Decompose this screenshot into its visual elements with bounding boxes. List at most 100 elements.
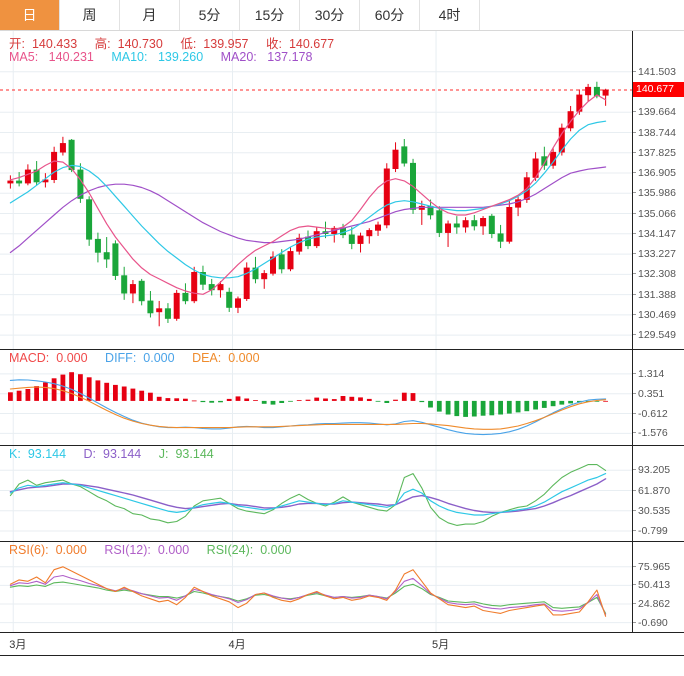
candle (138, 278, 145, 306)
candle (392, 142, 399, 173)
macd-histogram-bar (288, 400, 293, 402)
macd-histogram-bar (550, 400, 556, 407)
macd-axis-tick: -0.612 (633, 407, 668, 420)
candle (541, 146, 548, 170)
macd-histogram-bar (419, 400, 425, 403)
rsi-plot-area[interactable] (0, 542, 632, 632)
candle (86, 196, 93, 246)
macd-histogram-bar (603, 400, 608, 402)
candle (366, 228, 373, 244)
x-axis-tick-label: 3月 (9, 639, 27, 651)
candle (208, 278, 215, 296)
tab-day[interactable]: 日 (0, 0, 60, 30)
candle (226, 287, 233, 312)
macd-histogram-bar (191, 400, 197, 402)
candle (191, 266, 198, 304)
tab-5min[interactable]: 5分 (180, 0, 240, 30)
current-price-badge: 140.677 (633, 82, 684, 98)
candle (156, 300, 163, 327)
macd-histogram-bar (174, 398, 180, 401)
macd-plot-area[interactable] (0, 350, 632, 445)
macd-histogram-bar (524, 400, 530, 412)
kdj-axis-tick: 30.535 (632, 504, 671, 517)
candle (164, 303, 171, 323)
candle (16, 172, 23, 187)
candle (462, 217, 469, 233)
macd-histogram-bar (95, 380, 101, 401)
candle (103, 237, 110, 268)
macd-histogram-bar (463, 400, 468, 417)
tab-15min[interactable]: 15分 (240, 0, 300, 30)
tab-week[interactable]: 周 (60, 0, 120, 30)
candle (68, 139, 75, 173)
rsi24-line (9, 581, 607, 614)
macd-histogram-bar (296, 400, 302, 401)
macd-histogram-bar (121, 386, 127, 401)
kdj-k-line (9, 473, 607, 516)
macd-histogram-bar (130, 388, 136, 401)
macd-histogram-bar (244, 398, 250, 401)
candle (269, 251, 276, 276)
price-axis-tick: 135.066 (633, 207, 676, 220)
candle (497, 224, 504, 249)
macd-histogram-bar (165, 398, 171, 401)
macd-histogram-bar (480, 400, 486, 416)
price-axis-tick: 137.825 (633, 146, 676, 159)
rsi-panel: 75.965 50.413 24.862 -0.690 RSI(6): 0.000 RS… (0, 542, 684, 632)
candle (51, 146, 58, 184)
macd-histogram-bar (209, 400, 215, 403)
macd-axis: 1.314 0.351 -0.612 -1.576 (632, 350, 684, 445)
candle (296, 233, 303, 255)
kdj-plot-area[interactable] (0, 446, 632, 541)
candle (480, 216, 487, 235)
tab-30min[interactable]: 30分 (300, 0, 360, 30)
price-axis-tick: 133.227 (633, 248, 676, 261)
tab-4hour[interactable]: 4时 (420, 0, 480, 30)
macd-histogram-bar (235, 396, 241, 401)
candle (59, 136, 66, 156)
candle (567, 105, 574, 132)
macd-histogram-bar (323, 398, 328, 401)
macd-histogram-bar (515, 400, 521, 413)
tab-month[interactable]: 月 (120, 0, 180, 30)
price-candlestick-svg (0, 31, 632, 349)
macd-histogram-bar (428, 400, 433, 408)
candle (287, 246, 294, 272)
candle (121, 266, 128, 300)
kdj-axis-tick: 93.205 (632, 464, 671, 477)
price-axis-tick: 129.549 (633, 329, 676, 342)
candle (278, 249, 285, 274)
rsi-axis-tick: 24.862 (632, 598, 671, 611)
candle (585, 83, 592, 102)
macd-histogram-bar (559, 400, 565, 405)
ma10-line (9, 120, 607, 279)
macd-histogram-bar (401, 392, 407, 401)
bottom-border (0, 655, 684, 656)
macd-histogram-bar (51, 378, 57, 401)
rsi6-line (9, 566, 607, 617)
rsi-svg (0, 542, 632, 632)
divider-kdj-rsi (0, 541, 684, 542)
price-axis: 141.503 140.677 139.664 138.744 137.825 136.9… (632, 31, 684, 349)
macd-histogram-bar (577, 400, 582, 403)
tab-60min[interactable]: 60分 (360, 0, 420, 30)
macd-histogram-bar (410, 393, 416, 401)
candle (488, 213, 495, 239)
candle (7, 175, 14, 189)
macd-histogram-bar (78, 374, 83, 401)
candle (374, 221, 381, 236)
macd-histogram-bar (506, 400, 512, 414)
macd-dea-line (9, 386, 607, 430)
price-axis-tick: 134.147 (633, 227, 676, 240)
rsi-axis-tick: 50.413 (632, 579, 671, 592)
price-plot-area[interactable] (0, 31, 632, 349)
candle (506, 200, 513, 244)
macd-histogram-bar (471, 400, 477, 417)
x-axis-tick-label: 5月 (432, 639, 450, 651)
macd-histogram-bar (261, 400, 267, 404)
macd-histogram-bar (200, 400, 206, 403)
macd-histogram-bar (139, 390, 145, 401)
macd-histogram-bar (43, 382, 48, 401)
candle (182, 283, 189, 305)
divider-rsi-xaxis (0, 632, 684, 633)
